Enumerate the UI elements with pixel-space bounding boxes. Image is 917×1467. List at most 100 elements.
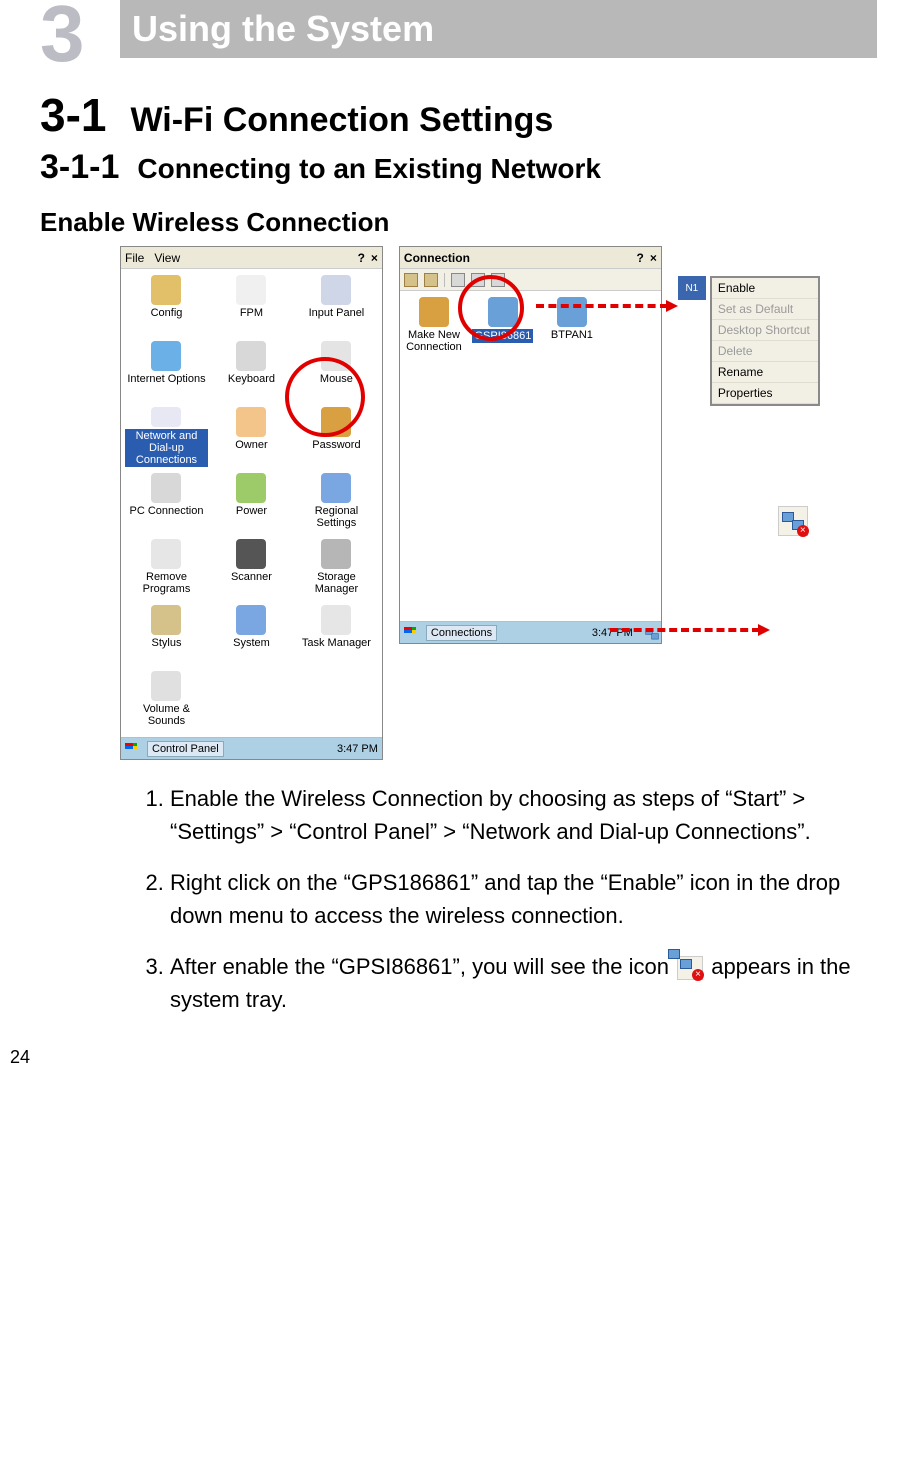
- start-icon[interactable]: [125, 743, 141, 755]
- taskbar-time: 3:47 PM: [337, 743, 378, 755]
- ctx-properties[interactable]: Properties: [712, 383, 818, 404]
- conn-mini-icon: N1: [678, 276, 706, 300]
- cp-item-label: Storage Manager: [295, 571, 378, 595]
- cp-item[interactable]: Network and Dial-up Connections: [125, 405, 208, 469]
- cp-item-icon: [321, 473, 351, 503]
- toolbar-icon[interactable]: [451, 273, 465, 287]
- close-icon[interactable]: ×: [371, 251, 378, 265]
- cp-item-icon: [236, 275, 266, 305]
- disconnected-x-icon: ×: [797, 525, 809, 537]
- cp-item[interactable]: Scanner: [210, 537, 293, 601]
- steps-list: Enable the Wireless Connection by choosi…: [130, 782, 877, 1016]
- context-menu-callout: N1 Enable Set as Default Desktop Shortcu…: [678, 276, 820, 406]
- cp-item-icon: [321, 407, 351, 437]
- step-2: Right click on the “GPS186861” and tap t…: [170, 866, 877, 932]
- cp-item-label: Internet Options: [127, 373, 205, 385]
- step-3: After enable the “GPSI86861”, you will s…: [170, 950, 877, 1016]
- make-new-label: Make New Connection: [404, 329, 464, 353]
- toolbar-icon[interactable]: [491, 273, 505, 287]
- ctx-enable[interactable]: Enable: [712, 278, 818, 299]
- step-3a: After enable the “GPSI86861”, you will s…: [170, 954, 669, 979]
- cp-item[interactable]: PC Connection: [125, 471, 208, 535]
- taskbar-app[interactable]: Connections: [426, 625, 497, 641]
- ctx-set-default[interactable]: Set as Default: [712, 299, 818, 320]
- btpan-icon: [557, 297, 587, 327]
- cp-item[interactable]: Config: [125, 273, 208, 337]
- tray-icon-large: ×: [778, 506, 808, 536]
- cp-item-label: Mouse: [320, 373, 353, 385]
- cp-item[interactable]: Input Panel: [295, 273, 378, 337]
- menubar: File View ? ×: [121, 247, 382, 269]
- conn-make-new[interactable]: Make New Connection: [404, 295, 464, 359]
- cp-item-label: Volume & Sounds: [125, 703, 208, 727]
- chapter-number: 3: [40, 0, 120, 58]
- cp-item-icon: [236, 605, 266, 635]
- cp-item-label: Config: [151, 307, 183, 319]
- start-icon[interactable]: [404, 627, 420, 639]
- cp-item-label: Keyboard: [228, 373, 275, 385]
- toolbar: [400, 269, 661, 291]
- cp-item[interactable]: Internet Options: [125, 339, 208, 403]
- gspi-icon: [488, 297, 518, 327]
- toolbar-icon[interactable]: [424, 273, 438, 287]
- chapter-title: Using the System: [120, 0, 877, 58]
- cp-item[interactable]: System: [210, 603, 293, 667]
- cp-item-icon: [151, 671, 181, 701]
- cp-item[interactable]: FPM: [210, 273, 293, 337]
- section-title: Wi-Fi Connection Settings: [130, 101, 553, 140]
- ctx-delete[interactable]: Delete: [712, 341, 818, 362]
- cp-item-icon: [236, 539, 266, 569]
- cp-item[interactable]: Remove Programs: [125, 537, 208, 601]
- context-menu: Enable Set as Default Desktop Shortcut D…: [710, 276, 820, 406]
- cp-item-icon: [151, 539, 181, 569]
- menu-file[interactable]: File: [125, 251, 144, 265]
- connections-area: Make New Connection GSPI86861 BTPAN1: [400, 291, 661, 621]
- help-icon[interactable]: ?: [636, 251, 643, 265]
- cp-item[interactable]: Keyboard: [210, 339, 293, 403]
- cp-item-label: Password: [312, 439, 360, 451]
- cp-item-icon: [321, 275, 351, 305]
- cp-item[interactable]: Regional Settings: [295, 471, 378, 535]
- toolbar-icon[interactable]: [471, 273, 485, 287]
- cp-item-icon: [236, 473, 266, 503]
- ctx-shortcut[interactable]: Desktop Shortcut: [712, 320, 818, 341]
- cp-item-icon: [151, 407, 181, 427]
- cp-item-label: System: [233, 637, 270, 649]
- taskbar: Connections 3:47 PM: [400, 621, 661, 643]
- ctx-rename[interactable]: Rename: [712, 362, 818, 383]
- subsection-heading: 3-1-1 Connecting to an Existing Network: [40, 148, 877, 187]
- disconnected-x-icon: ×: [692, 969, 704, 981]
- menu-view[interactable]: View: [154, 251, 180, 265]
- close-icon[interactable]: ×: [650, 251, 657, 265]
- taskbar: Control Panel 3:47 PM: [121, 737, 382, 759]
- subsection-number: 3-1-1: [40, 148, 119, 187]
- help-icon[interactable]: ?: [358, 251, 365, 265]
- cp-item-label: Owner: [235, 439, 267, 451]
- taskbar-app[interactable]: Control Panel: [147, 741, 224, 757]
- cp-item[interactable]: Mouse: [295, 339, 378, 403]
- cp-item[interactable]: Volume & Sounds: [125, 669, 208, 733]
- inline-tray-icon: ×: [677, 956, 703, 980]
- subsubsection-heading: Enable Wireless Connection: [40, 207, 877, 238]
- cp-item-icon: [236, 407, 266, 437]
- arrow-to-tray-icon: [610, 628, 760, 632]
- cp-item[interactable]: Storage Manager: [295, 537, 378, 601]
- gspi-label: GSPI86861: [472, 329, 533, 343]
- cp-item[interactable]: Owner: [210, 405, 293, 469]
- cp-item-label: Scanner: [231, 571, 272, 583]
- section-number: 3-1: [40, 88, 106, 142]
- callouts-column: N1 Enable Set as Default Desktop Shortcu…: [678, 246, 877, 646]
- cp-item[interactable]: Password: [295, 405, 378, 469]
- step-1: Enable the Wireless Connection by choosi…: [170, 782, 877, 848]
- section-heading: 3-1 Wi-Fi Connection Settings: [40, 88, 877, 142]
- cp-item[interactable]: Power: [210, 471, 293, 535]
- subsection-title: Connecting to an Existing Network: [137, 153, 601, 185]
- cp-item[interactable]: Task Manager: [295, 603, 378, 667]
- toolbar-icon[interactable]: [404, 273, 418, 287]
- cp-item-icon: [321, 605, 351, 635]
- cp-item-icon: [151, 605, 181, 635]
- window-title: Connection: [404, 251, 470, 265]
- conn-gspi[interactable]: GSPI86861: [466, 295, 540, 359]
- screenshot-control-panel: File View ? × Config FPMInput Panel Intern…: [120, 246, 383, 760]
- cp-item[interactable]: Stylus: [125, 603, 208, 667]
